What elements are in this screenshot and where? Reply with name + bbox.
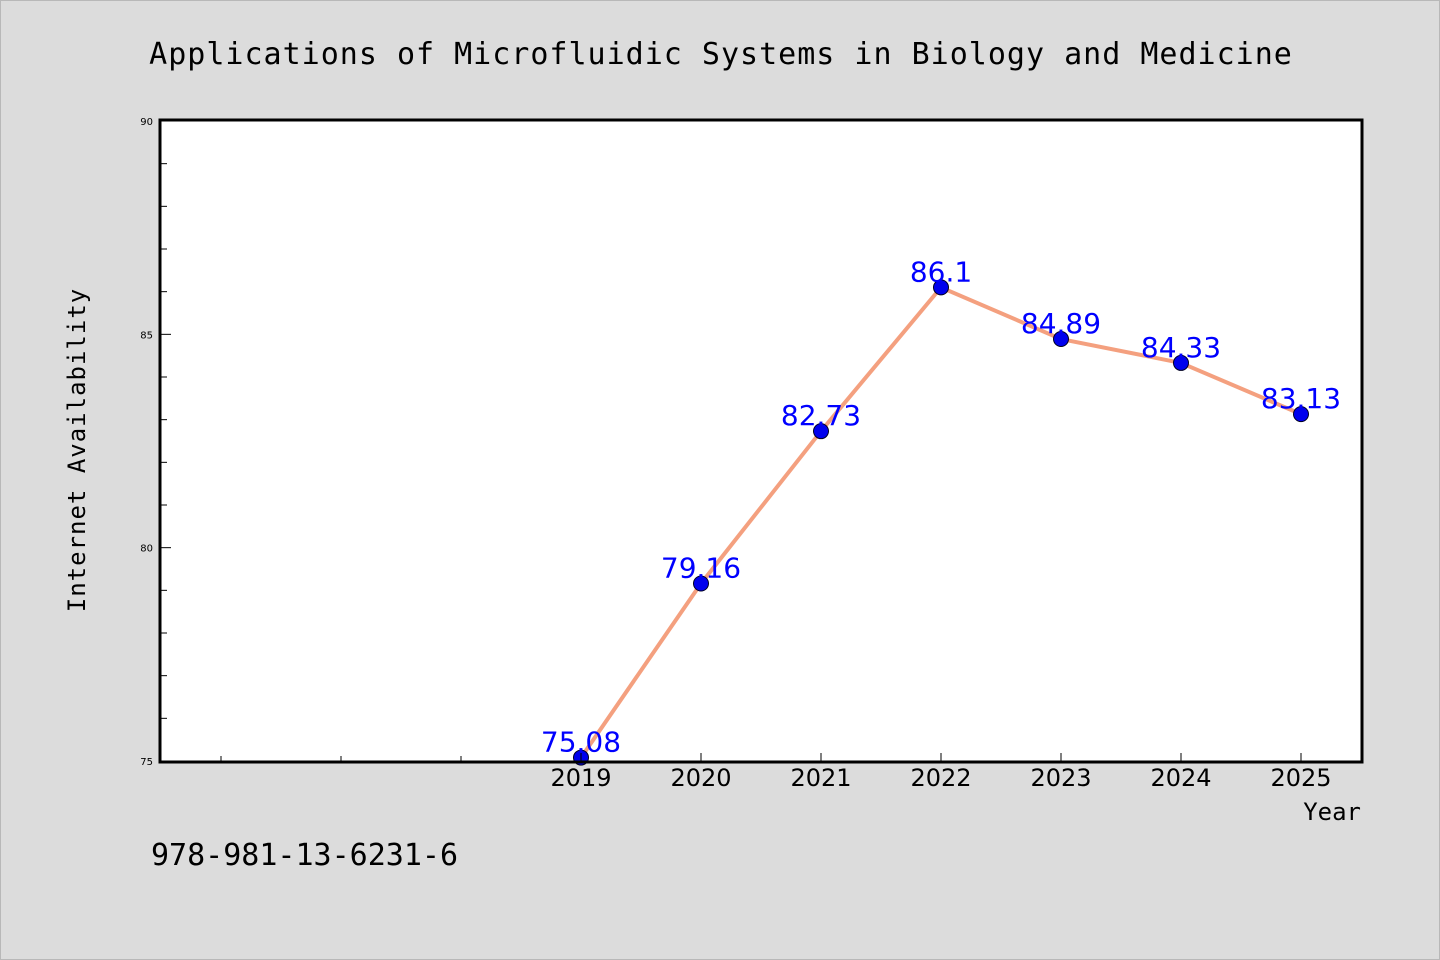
x-tick-label: 2022	[910, 764, 971, 792]
x-tick-label: 2024	[1150, 764, 1211, 792]
data-point	[813, 423, 829, 440]
x-tick-label: 2023	[1030, 764, 1091, 792]
isbn-text: 978-981-13-6231-6	[151, 838, 458, 873]
x-axis-label: Year	[1303, 798, 1361, 826]
data-label: 84.33	[1141, 331, 1221, 364]
y-axis-label: Internet Availability	[63, 288, 91, 612]
data-label: 86.1	[910, 255, 972, 288]
y-tick-label: 90	[140, 117, 153, 128]
x-tick-label: 2020	[670, 764, 731, 792]
chart-title: Applications of Microfluidic Systems in …	[149, 37, 1293, 72]
x-tick-label: 2025	[1270, 764, 1331, 792]
y-tick-label: 75	[140, 757, 153, 768]
x-tick-label: 2019	[550, 764, 611, 792]
data-point	[1173, 354, 1189, 371]
data-label: 79.16	[661, 552, 741, 585]
y-tick-label: 80	[140, 544, 153, 555]
data-point	[693, 575, 709, 592]
plot-area	[160, 120, 1362, 762]
y-tick-label: 85	[140, 330, 153, 341]
data-point	[1293, 406, 1309, 423]
y-axis-ticks: 75 80 85 90	[140, 117, 171, 768]
x-tick-label: 2021	[790, 764, 851, 792]
data-label: 83.13	[1261, 382, 1341, 415]
data-point	[933, 279, 949, 296]
data-label: 84.89	[1021, 307, 1101, 340]
data-point	[1053, 331, 1069, 348]
plot-frame	[158, 118, 1364, 764]
x-axis-tick-labels: 2019 2020 2021 2022 2023 2024 2025	[550, 753, 1332, 792]
x-axis-minor-ticks	[220, 756, 462, 761]
data-label: 82.73	[781, 399, 861, 432]
